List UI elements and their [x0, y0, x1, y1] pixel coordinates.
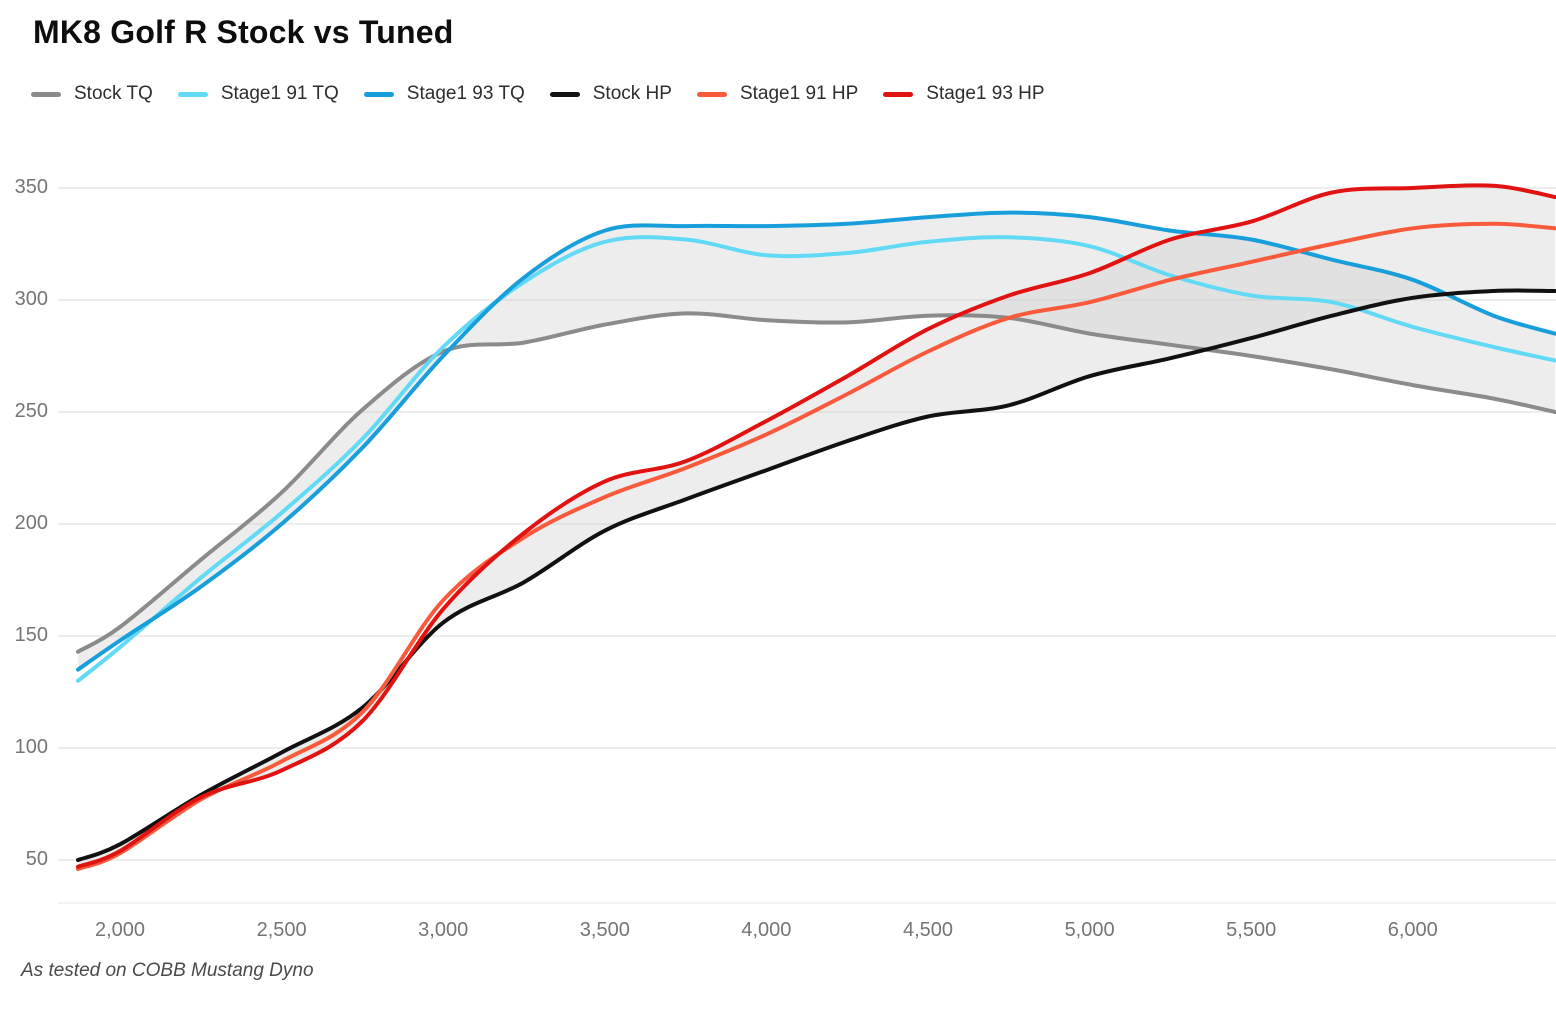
x-tick-label-2,000: 2,000: [94, 919, 146, 941]
legend-item-stage1-93-tq[interactable]: Stage1 93 TQ: [363, 83, 525, 105]
legend-label: Stock HP: [592, 83, 672, 104]
legend-label: Stage1 91 HP: [739, 83, 859, 104]
legend-item-stock-tq[interactable]: Stock TQ: [31, 83, 153, 105]
legend-item-stage1-93-hp[interactable]: Stage1 93 HP: [883, 83, 1045, 105]
y-tick-label-350: 350: [14, 176, 48, 198]
series-line-stage1-91-hp: [76, 221, 1556, 871]
legend-swatch-stock-tq: [31, 91, 61, 97]
y-tick-label-100: 100: [14, 736, 48, 758]
chart-legend: Stock TQ Stage1 91 TQ Stage1 93 TQ Stock HP…: [31, 83, 1045, 105]
legend-swatch-stage1-93-hp: [883, 91, 914, 97]
x-tick-label-6,000: 6,000: [1387, 919, 1438, 941]
y-tick-label-150: 150: [14, 624, 48, 646]
legend-swatch-stage1-93-tq: [363, 91, 394, 97]
legend-label: Stage1 93 TQ: [406, 83, 525, 104]
y-tick-label-50: 50: [25, 848, 48, 870]
x-tick-label-5,500: 5,500: [1226, 919, 1277, 941]
series-line-stock-hp: [76, 288, 1556, 862]
x-tick-label-4,000: 4,000: [741, 919, 792, 941]
series-lines: [76, 183, 1556, 871]
x-tick-label-3,500: 3,500: [579, 919, 630, 941]
series-line-stage1-93-hp: [76, 183, 1556, 869]
footer-note: As tested on COBB Mustang Dyno: [21, 960, 314, 981]
x-tick-label-5,000: 5,000: [1064, 919, 1115, 941]
legend-swatch-stage1-91-hp: [696, 91, 727, 97]
y-tick-label-250: 250: [14, 400, 48, 422]
series-line-stage1-93-tq: [76, 210, 1556, 672]
page-title: MK8 Golf R Stock vs Tuned: [33, 14, 454, 50]
x-tick-label-4,500: 4,500: [902, 919, 954, 941]
gain-bands: [78, 185, 1555, 867]
x-tick-label-2,500: 2,500: [256, 919, 307, 941]
y-tick-label-300: 300: [14, 288, 48, 310]
band-stock-tq-to-stage1-93-tq: [78, 212, 1555, 670]
series-line-stock-tq: [76, 311, 1556, 654]
legend-swatch-stage1-91-tq: [177, 91, 208, 97]
legend-item-stage1-91-hp[interactable]: Stage1 91 HP: [696, 83, 859, 105]
series-line-stage1-91-tq: [76, 235, 1556, 683]
legend-item-stage1-91-tq[interactable]: Stage1 91 TQ: [177, 83, 339, 105]
legend-label: Stock TQ: [74, 83, 153, 104]
band-stock-hp-to-stage1-93-hp: [78, 185, 1555, 867]
legend-item-stock-hp[interactable]: Stock HP: [549, 83, 672, 105]
y-tick-label-200: 200: [14, 512, 48, 534]
legend-swatch-stock-hp: [549, 91, 580, 97]
legend-label: Stage1 93 HP: [926, 83, 1045, 104]
legend-label: Stage1 91 TQ: [220, 83, 339, 104]
x-tick-label-3,000: 3,000: [418, 919, 469, 941]
